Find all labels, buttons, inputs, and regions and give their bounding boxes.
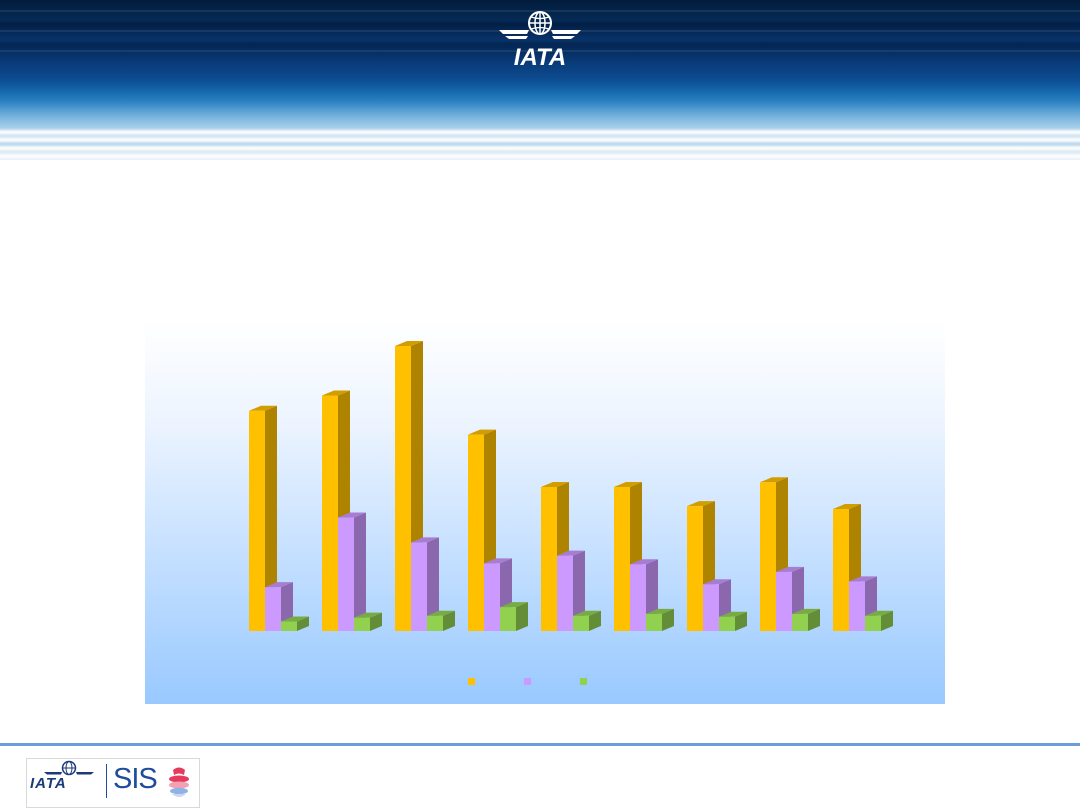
- iata-logo: IATA: [499, 11, 581, 70]
- bar-top: [792, 608, 820, 614]
- bar-front: [703, 584, 719, 631]
- bar-top: [865, 610, 893, 616]
- bar-top: [687, 501, 715, 507]
- bar-3-5: [573, 610, 601, 631]
- sis-globe-icon: [169, 767, 189, 797]
- bar-front: [630, 564, 646, 631]
- bar-front: [249, 410, 265, 631]
- bar-front: [411, 542, 427, 631]
- bar-front: [322, 395, 338, 631]
- bar-top: [849, 576, 877, 582]
- footer-iata-text: IATA: [30, 775, 67, 792]
- bar-side: [265, 405, 277, 631]
- bar-front: [468, 434, 484, 631]
- legend-marker-3: [580, 678, 587, 685]
- footer-sis-text: SIS: [113, 763, 158, 795]
- bar-1-1: [249, 405, 277, 631]
- bar-side: [589, 610, 601, 631]
- bar-3-7: [719, 611, 747, 631]
- legend-marker-2: [524, 678, 531, 685]
- bar-3-1: [281, 616, 309, 631]
- bar-top: [395, 340, 423, 346]
- bar-3-2: [354, 612, 382, 631]
- bar-front: [646, 613, 662, 631]
- bar-front: [265, 587, 281, 631]
- bar-front: [557, 555, 573, 631]
- bar-top: [338, 512, 366, 518]
- bar-top: [833, 503, 861, 509]
- bar-top: [760, 477, 788, 483]
- bar-top: [500, 602, 528, 608]
- bar-front: [484, 563, 500, 631]
- bar-side: [735, 611, 747, 631]
- bar-2-2: [338, 512, 366, 631]
- bar-2-3: [411, 537, 439, 631]
- bar-front: [792, 613, 808, 631]
- bar-side: [297, 616, 309, 631]
- bar-top: [703, 579, 731, 585]
- bar-front: [719, 616, 735, 631]
- bar-front: [760, 482, 776, 631]
- bar-3-4: [500, 602, 528, 631]
- bar-front: [833, 508, 849, 631]
- bar-2-5: [557, 550, 585, 631]
- bar-front: [865, 615, 881, 631]
- bar-side: [516, 602, 528, 631]
- bar-side: [370, 612, 382, 631]
- bar-top: [468, 429, 496, 435]
- bar-side: [443, 610, 455, 631]
- bar-front: [776, 571, 792, 631]
- bar-top: [614, 482, 642, 488]
- bar-top: [411, 537, 439, 543]
- bar-side: [427, 537, 439, 631]
- chart-svg: [145, 320, 945, 704]
- bar-top: [719, 611, 747, 617]
- bar-side: [662, 608, 674, 631]
- footer-globe-wings-icon: [44, 760, 94, 776]
- bar-top: [427, 610, 455, 616]
- bar-front: [281, 621, 297, 631]
- bar-top: [265, 582, 293, 588]
- bar-top: [630, 559, 658, 565]
- bar-side: [573, 550, 585, 631]
- bar-front: [427, 615, 443, 631]
- bar-top: [541, 482, 569, 488]
- bar-3-8: [792, 608, 820, 631]
- bar-3-9: [865, 610, 893, 631]
- bar-side: [808, 608, 820, 631]
- bar-top: [354, 612, 382, 618]
- header-banner: IATA: [0, 0, 1080, 160]
- bar-top: [776, 566, 804, 572]
- header-logo-text: IATA: [514, 44, 566, 70]
- bar-front: [395, 345, 411, 631]
- footer-logo-divider: [106, 764, 107, 798]
- bar-chart: [145, 320, 945, 704]
- bar-top: [281, 616, 309, 622]
- bar-top: [484, 558, 512, 564]
- footer-divider-line: [0, 743, 1080, 746]
- bar-3-6: [646, 608, 674, 631]
- footer-logo: [26, 758, 200, 808]
- bar-front: [354, 617, 370, 631]
- bar-front: [500, 607, 516, 631]
- bar-top: [646, 608, 674, 614]
- bar-front: [338, 517, 354, 631]
- bar-top: [249, 405, 277, 411]
- bar-front: [573, 615, 589, 631]
- legend-marker-1: [468, 678, 475, 685]
- bar-side: [881, 610, 893, 631]
- bar-side: [354, 512, 366, 631]
- bar-front: [687, 506, 703, 631]
- bar-top: [322, 390, 350, 396]
- bar-front: [849, 581, 865, 631]
- bar-top: [557, 550, 585, 556]
- bar-front: [541, 487, 557, 631]
- bar-3-3: [427, 610, 455, 631]
- bar-front: [614, 487, 630, 631]
- globe-wings-icon: [499, 11, 581, 39]
- bar-top: [573, 610, 601, 616]
